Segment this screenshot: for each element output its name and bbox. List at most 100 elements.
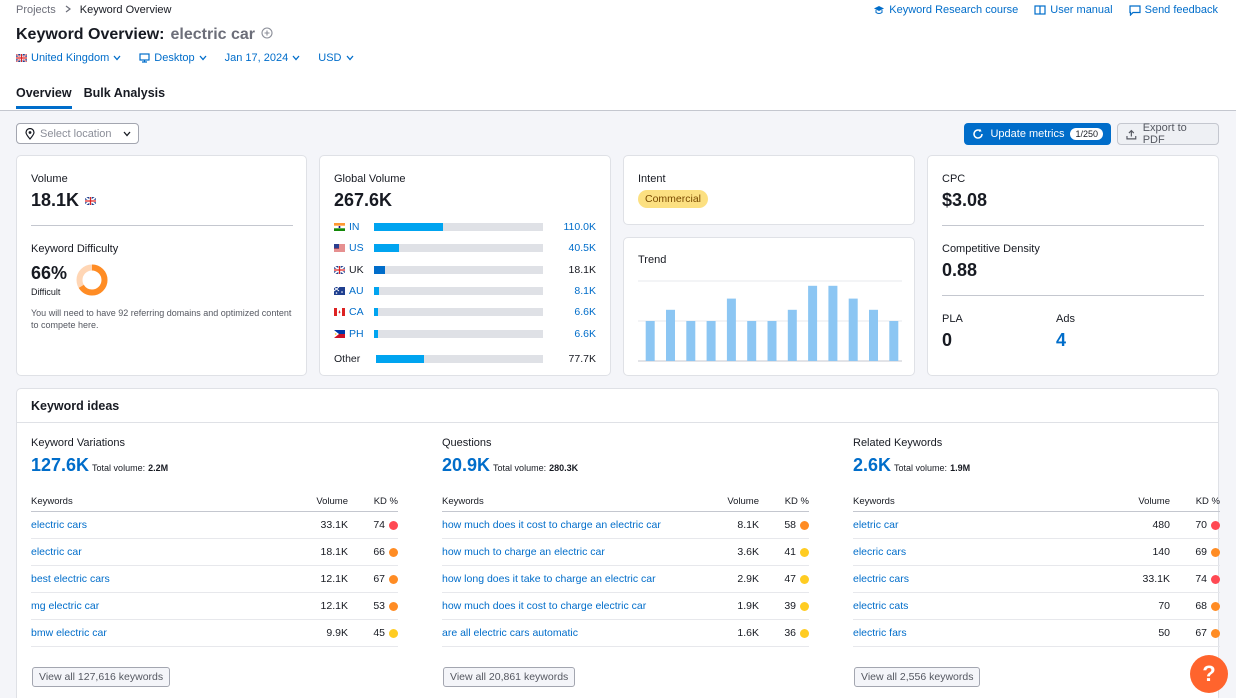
idea-count[interactable]: 20.9K (442, 455, 491, 475)
gv-country-code: AU (349, 284, 364, 297)
kd-label: Keyword Difficulty (31, 243, 119, 255)
gv-country[interactable]: UK (334, 264, 374, 276)
view-all-button[interactable]: View all 20,861 keywords (443, 667, 576, 687)
trend-card: Trend (623, 237, 915, 376)
keyword-kd: 41 (759, 546, 809, 558)
export-pdf-button[interactable]: Export to PDF (1117, 122, 1219, 146)
gv-row-uk[interactable]: UK 18.1K (334, 264, 596, 276)
breadcrumb-current: Keyword Overview (79, 4, 172, 16)
gv-bar (374, 329, 543, 338)
keyword-link[interactable]: eletric car (853, 519, 899, 531)
volume-label: Volume (31, 173, 68, 185)
keyword-volume: 1.9K (737, 600, 759, 612)
ads-value[interactable]: 4 (1056, 330, 1067, 350)
user-manual-link[interactable]: User manual (1034, 4, 1113, 16)
gv-row-us[interactable]: US 40.5K (334, 242, 596, 254)
density-label: Competitive Density (942, 243, 1040, 255)
header-volume: Volume (727, 496, 759, 507)
header-volume: Volume (1138, 496, 1170, 507)
breadcrumb-projects[interactable]: Projects (16, 4, 56, 16)
gv-row-ph[interactable]: PH 6.6K (334, 328, 596, 340)
keyword-link[interactable]: how much does it cost to charge electric… (442, 600, 647, 612)
keyword-link[interactable]: mg electric car (31, 600, 100, 612)
kd-value-text: 69 (1195, 546, 1207, 558)
kd-value-text: 41 (784, 546, 796, 558)
idea-column-summary: 2.6K Total volume: 1.9M (853, 455, 970, 476)
idea-total-value: 1.9M (950, 463, 971, 473)
gv-country[interactable]: IN (334, 221, 374, 233)
global-volume-card: Global Volume 267.6K IN 110.0K US 40.5K UK 18… (319, 155, 611, 376)
top-links: Keyword Research course User manual Send… (873, 4, 1218, 16)
gv-country[interactable]: PH (334, 328, 374, 340)
kd-value-text: 66 (373, 546, 385, 558)
keyword-link[interactable]: bmw electric car (31, 627, 107, 639)
idea-column-title: Questions (442, 437, 492, 449)
keyword-link[interactable]: are all electric cars automatic (442, 627, 578, 639)
keyword-kd: 70 (1170, 519, 1220, 531)
keyword-link[interactable]: how much to charge an electric car (442, 546, 605, 558)
trend-bar (869, 309, 878, 361)
view-all-button[interactable]: View all 127,616 keywords (32, 667, 171, 687)
keyword-link[interactable]: electric cars (853, 573, 910, 585)
keyword-ideas-card: Keyword ideas Keyword Variations 127.6K To… (16, 388, 1220, 698)
device-filter-label: Desktop (154, 52, 195, 64)
gv-bar (374, 308, 543, 317)
kd-value: 66% (31, 263, 68, 283)
keyword-volume: 9.9K (326, 627, 348, 639)
keyword-kd: 36 (759, 627, 809, 639)
keyword-link[interactable]: electric fars (853, 627, 907, 639)
kd-dot-icon (389, 547, 398, 557)
send-feedback-link[interactable]: Send feedback (1129, 4, 1218, 16)
keyword-kd: 67 (1170, 627, 1220, 639)
header-kd: KD % (784, 496, 809, 507)
date-filter[interactable]: Jan 17, 2024 (225, 52, 301, 64)
idea-count[interactable]: 127.6K (31, 455, 90, 475)
keyword-kd: 45 (348, 627, 398, 639)
keyword-link[interactable]: electric cars (31, 519, 88, 531)
keyword-link[interactable]: how long does it take to charge an elect… (442, 573, 656, 585)
intent-card: Intent Commercial (623, 155, 915, 225)
course-link[interactable]: Keyword Research course (873, 4, 1018, 16)
table-row: how much does it cost to charge electric… (442, 593, 809, 620)
map-pin-icon (25, 127, 35, 140)
gv-row-in[interactable]: IN 110.0K (334, 221, 596, 233)
idea-table: Keywords Volume KD % electric cars 33.1K 74 el… (31, 492, 398, 647)
gv-country[interactable]: AU (334, 285, 374, 297)
select-location-dropdown[interactable]: Select location (16, 123, 139, 144)
chat-bubble-icon (1129, 4, 1141, 16)
idea-column-summary: 20.9K Total volume: 280.3K (442, 455, 578, 476)
gv-row-au[interactable]: AU 8.1K (334, 285, 596, 297)
trend-bar (828, 285, 838, 361)
kd-value-text: 67 (373, 573, 385, 585)
keyword-link[interactable]: how much does it cost to charge an elect… (442, 519, 661, 531)
kd-dot-icon (800, 628, 809, 638)
keyword-volume: 8.1K (737, 519, 759, 531)
currency-filter[interactable]: USD (318, 52, 353, 64)
gv-bar (374, 286, 543, 295)
kd-value-text: 47 (784, 573, 796, 585)
keyword-link[interactable]: electric car (31, 546, 82, 558)
idea-count[interactable]: 2.6K (853, 455, 892, 475)
tab-bulk-analysis[interactable]: Bulk Analysis (83, 86, 166, 100)
idea-total-value: 280.3K (549, 463, 579, 473)
update-metrics-button[interactable]: Update metrics 1/250 (964, 123, 1111, 145)
country-filter[interactable]: United Kingdom (16, 52, 121, 64)
keyword-link[interactable]: elecric cars (853, 546, 907, 558)
add-keyword-icon[interactable] (261, 26, 273, 44)
view-all-button[interactable]: View all 2,556 keywords (854, 667, 981, 687)
keyword-link[interactable]: electric cats (853, 600, 909, 612)
help-button[interactable]: ? (1190, 655, 1228, 693)
kd-dot-icon (1211, 628, 1220, 638)
keyword-volume: 2.9K (737, 573, 759, 585)
tab-overview[interactable]: Overview (16, 86, 72, 109)
table-row: how long does it take to charge an elect… (442, 566, 809, 593)
divider (942, 225, 1204, 226)
kd-value-text: 74 (1195, 573, 1207, 585)
keyword-kd: 47 (759, 573, 809, 585)
gv-country[interactable]: CA (334, 306, 374, 318)
keyword-link[interactable]: best electric cars (31, 573, 110, 585)
gv-country[interactable]: US (334, 242, 374, 254)
gv-row-ca[interactable]: CA 6.6K (334, 306, 596, 318)
trend-bar (686, 321, 696, 361)
device-filter[interactable]: Desktop (139, 52, 207, 64)
